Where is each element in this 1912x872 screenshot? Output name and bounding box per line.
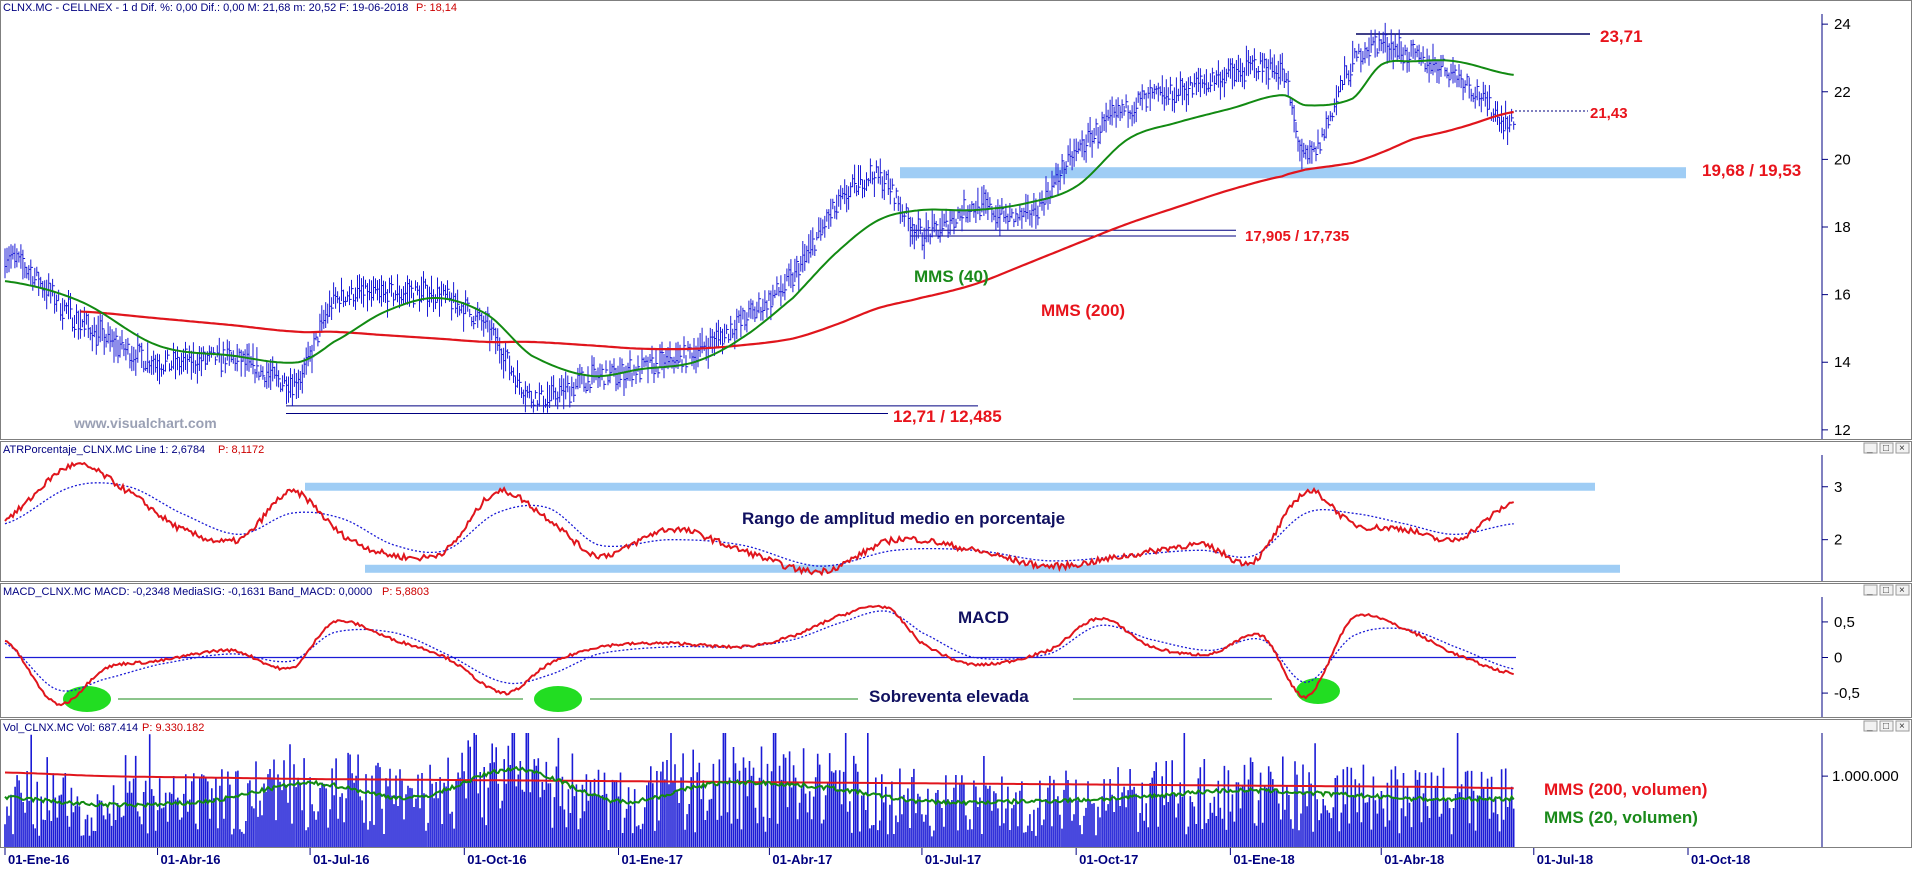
volume-y-tick-label: 1.000.000 bbox=[1832, 768, 1899, 785]
price-y-tick-label: 16 bbox=[1834, 287, 1851, 304]
mms200-line bbox=[80, 110, 1514, 351]
pane-control-button bbox=[1863, 442, 1878, 454]
x-tick-label: 01-Oct-16 bbox=[467, 852, 526, 867]
price-y-ticks: 24 22 20 18 16 14 12 bbox=[1822, 16, 1851, 439]
volume-mms20-line bbox=[4, 765, 1515, 809]
pane-control-button bbox=[1895, 442, 1910, 454]
price-y-tick-label: 24 bbox=[1834, 16, 1851, 33]
pane-control-button bbox=[1863, 720, 1878, 732]
volume-bar-sticks bbox=[4, 733, 1515, 848]
x-tick-label: 01-Jul-18 bbox=[1537, 852, 1593, 867]
x-tick-label: 01-Jul-17 bbox=[925, 852, 981, 867]
pane-control-button bbox=[1879, 442, 1894, 454]
atr-bands bbox=[305, 482, 1620, 573]
pane-control-button bbox=[1863, 584, 1878, 596]
macd-pane-header-p: P: 5,8803 bbox=[382, 586, 429, 598]
macd-y-ticks: 0,5 0 -0,5 bbox=[1822, 614, 1860, 702]
label-mms40: MMS (40) bbox=[914, 267, 989, 286]
atr-pane: ATRPorcentaje_CLNX.MC Line 1: 2,6784 P: … bbox=[0, 441, 1912, 582]
x-tick-label: 01-Abr-16 bbox=[161, 852, 221, 867]
volume-mms200-line bbox=[4, 771, 1514, 790]
x-tick-label: 01-Oct-18 bbox=[1691, 852, 1750, 867]
price-y-tick-label: 22 bbox=[1834, 84, 1851, 101]
pane-controls: _ □ × _ □ × _ □ × bbox=[1863, 442, 1910, 732]
pane-control-glyph: _ bbox=[1866, 443, 1873, 454]
macd-pane-header: MACD_CLNX.MC MACD: -0,2348 MediaSIG: -0,… bbox=[3, 586, 372, 598]
atr-y-tick-label: 3 bbox=[1834, 479, 1842, 496]
x-tick-label: 01-Ene-16 bbox=[8, 852, 69, 867]
volume-bars bbox=[4, 733, 1515, 848]
watermark: www.visualchart.com bbox=[73, 415, 217, 431]
price-pane-header-p: P: 18,14 bbox=[416, 2, 457, 14]
price-pane-header-bar bbox=[0, 0, 1912, 14]
label-volume-mms200: MMS (200, volumen) bbox=[1544, 780, 1707, 799]
volume-y-ticks: 1.000.000 bbox=[1822, 768, 1899, 785]
label-oversold: Sobreventa elevada bbox=[869, 687, 1029, 706]
x-tick-label: 01-Ene-18 bbox=[1233, 852, 1294, 867]
label-support-low: 12,71 / 12,485 bbox=[893, 407, 1002, 426]
pane-control-glyph: × bbox=[1899, 585, 1905, 596]
oversold-marker-1 bbox=[63, 686, 111, 712]
pane-control-glyph: □ bbox=[1883, 585, 1889, 596]
x-tick-label: 01-Oct-17 bbox=[1079, 852, 1138, 867]
x-tick-label: 01-Jul-16 bbox=[313, 852, 369, 867]
atr-pane-header: ATRPorcentaje_CLNX.MC Line 1: 2,6784 bbox=[3, 444, 205, 456]
atr-y-tick-label: 2 bbox=[1834, 532, 1842, 549]
price-y-tick-label: 20 bbox=[1834, 151, 1851, 168]
label-support-mid: 17,905 / 17,735 bbox=[1245, 228, 1349, 245]
price-y-tick-label: 18 bbox=[1834, 219, 1851, 236]
pane-control-glyph: _ bbox=[1866, 721, 1873, 732]
atr-average-line bbox=[4, 482, 1514, 567]
macd-line bbox=[4, 604, 1514, 707]
label-macd: MACD bbox=[958, 608, 1009, 627]
price-pane-header: CLNX.MC - CELLNEX - 1 d Dif. %: 0,00 Dif… bbox=[3, 2, 408, 14]
pane-control-glyph: × bbox=[1899, 721, 1905, 732]
macd-y-tick-label: 0,5 bbox=[1834, 614, 1855, 631]
x-tick-label: 01-Abr-17 bbox=[772, 852, 832, 867]
pane-control-button bbox=[1879, 720, 1894, 732]
x-axis-ticks: 01-Ene-16 01-Abr-16 01-Jul-16 01-Oct-16 01-E… bbox=[4, 848, 1750, 867]
pane-control-glyph: □ bbox=[1883, 443, 1889, 454]
atr-line bbox=[4, 461, 1515, 577]
volume-pane: Vol_CLNX.MC Vol: 687.414 P: 9.330.182 1.… bbox=[0, 719, 1912, 848]
pane-control-button bbox=[1879, 584, 1894, 596]
atr-y-ticks: 32 bbox=[1822, 479, 1842, 549]
atr-lower-band bbox=[365, 564, 1620, 573]
atr-pane-header-p: P: 8,1172 bbox=[218, 444, 264, 456]
pane-control-glyph: □ bbox=[1883, 721, 1889, 732]
x-axis: 01-Ene-16 01-Abr-16 01-Jul-16 01-Oct-16 01-E… bbox=[0, 848, 1912, 867]
label-atr: Rango de amplitud medio en porcentaje bbox=[742, 509, 1065, 528]
price-y-tick-label: 14 bbox=[1834, 354, 1851, 371]
oversold-marker-2 bbox=[534, 686, 582, 712]
volume-pane-header: Vol_CLNX.MC Vol: 687.414 bbox=[3, 722, 138, 734]
macd-y-tick-label: -0,5 bbox=[1834, 685, 1860, 702]
pane-control-glyph: × bbox=[1899, 443, 1905, 454]
macd-pane: MACD_CLNX.MC MACD: -0,2348 MediaSIG: -0,… bbox=[0, 583, 1912, 718]
label-last: 21,43 bbox=[1590, 105, 1628, 122]
atr-upper-band bbox=[305, 482, 1595, 491]
x-tick-label: 01-Abr-18 bbox=[1384, 852, 1444, 867]
price-y-tick-label: 12 bbox=[1834, 422, 1851, 439]
volume-pane-header-p: P: 9.330.182 bbox=[142, 722, 204, 734]
macd-y-tick-label: 0 bbox=[1834, 650, 1842, 667]
pane-control-button bbox=[1895, 720, 1910, 732]
label-high: 23,71 bbox=[1600, 27, 1643, 46]
label-volume-mms20: MMS (20, volumen) bbox=[1544, 808, 1698, 827]
pane-control-glyph: _ bbox=[1866, 585, 1873, 596]
label-mms200: MMS (200) bbox=[1041, 301, 1125, 320]
x-tick-label: 01-Ene-17 bbox=[622, 852, 683, 867]
price-pane: CLNX.MC - CELLNEX - 1 d Dif. %: 0,00 Dif… bbox=[0, 0, 1912, 440]
pane-control-button bbox=[1895, 584, 1910, 596]
mms40-line bbox=[4, 59, 1514, 378]
label-resistance: 19,68 / 19,53 bbox=[1702, 161, 1801, 180]
